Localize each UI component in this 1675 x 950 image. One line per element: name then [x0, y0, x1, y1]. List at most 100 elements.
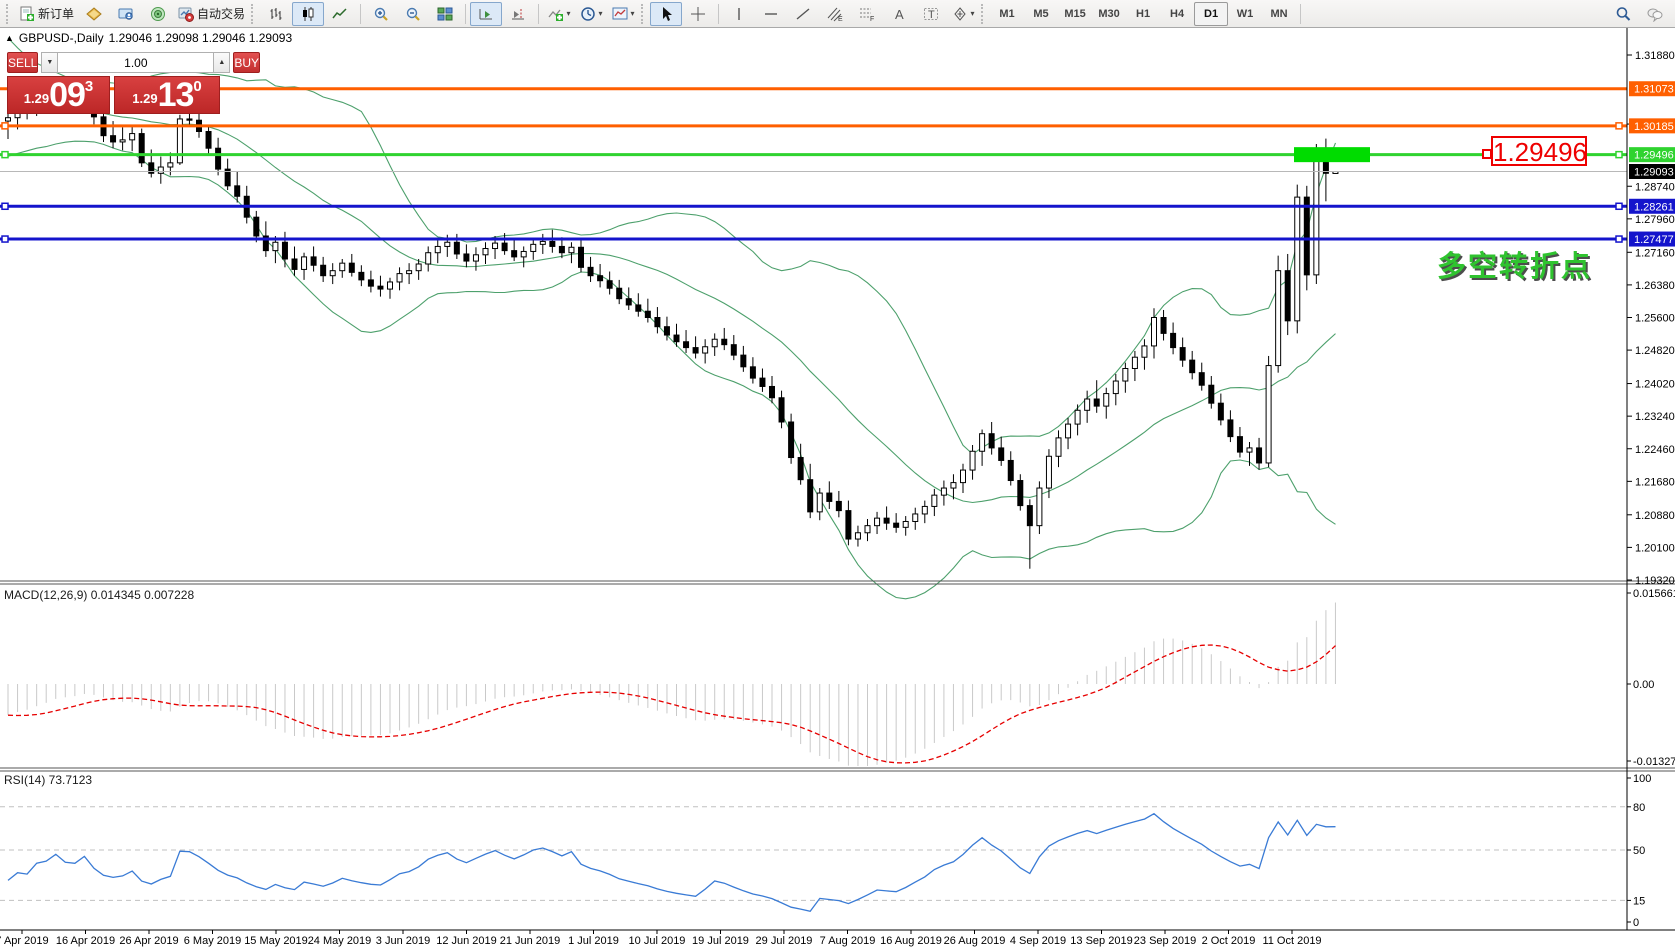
autoscroll-button[interactable] — [470, 1, 503, 26]
price-line-label — [1629, 147, 1675, 163]
horizontal-line-button[interactable] — [755, 2, 787, 26]
autotrading-button[interactable]: 自动交易 — [174, 2, 249, 26]
new-order-icon — [19, 6, 35, 22]
indicators-button[interactable]: ▾ — [543, 2, 575, 26]
buy-price-tile[interactable]: 1.29 13 0 — [114, 76, 220, 114]
volume-input[interactable] — [58, 52, 214, 73]
svg-text:1.27477: 1.27477 — [1634, 234, 1674, 246]
candle — [940, 487, 947, 496]
date-axis[interactable]: 7 Apr 2019 16 Apr 2019 26 Apr 2019 6 May 20… — [0, 930, 1322, 947]
candle — [215, 147, 222, 170]
horizontal-lines[interactable] — [0, 87, 1627, 243]
timeframe-m15-button[interactable]: M15 — [1064, 7, 1086, 20]
macd-pane[interactable] — [7, 602, 1336, 766]
timeframe-m5-button[interactable]: M5 — [1033, 7, 1049, 20]
trendline-button[interactable] — [787, 2, 819, 26]
line-chart-button[interactable] — [324, 2, 356, 26]
timeframe-mn-button[interactable]: MN — [1270, 7, 1288, 20]
price-label-anchor[interactable] — [1482, 149, 1492, 159]
toolbar-grip[interactable] — [641, 3, 648, 24]
community-button[interactable] — [1639, 2, 1671, 26]
line-handle[interactable] — [1, 122, 9, 130]
signals-button[interactable] — [142, 2, 174, 26]
zoom-in-button[interactable] — [365, 2, 397, 26]
line-handle[interactable] — [1, 202, 9, 211]
candle — [530, 243, 537, 252]
zoom-out-button[interactable] — [397, 2, 429, 26]
candle — [1160, 317, 1167, 334]
accounts-button[interactable] — [78, 2, 110, 26]
toolbar-grip[interactable] — [251, 3, 258, 24]
price-label-box[interactable]: 1.29496 — [1491, 136, 1587, 167]
candle — [1103, 393, 1110, 407]
line-handle[interactable] — [1615, 150, 1623, 159]
candle — [415, 263, 422, 272]
timeframe-m1-button[interactable]: M1 — [999, 7, 1015, 20]
svg-text:1.31073: 1.31073 — [1634, 84, 1674, 96]
search-button[interactable] — [1607, 2, 1639, 26]
text-button[interactable]: A — [883, 2, 915, 26]
candle — [1208, 384, 1215, 404]
toolbar-grip[interactable] — [6, 3, 13, 24]
candlestick-chart-button[interactable] — [292, 1, 325, 26]
candle — [883, 517, 890, 524]
timeframe-d1-button[interactable]: D1 — [1194, 1, 1229, 26]
candle — [740, 354, 747, 368]
horizontal-line-icon — [763, 6, 779, 22]
chart-annotation-text[interactable]: 多空转折点 — [1437, 251, 1593, 283]
text-label-button[interactable]: T — [915, 2, 947, 26]
candle — [176, 118, 183, 164]
periods-button[interactable]: ▾ — [575, 2, 607, 26]
timeframe-m30-button[interactable]: M30 — [1098, 7, 1120, 20]
candlesticks[interactable] — [5, 77, 1339, 569]
svg-text:1.29496: 1.29496 — [1634, 150, 1674, 162]
candle — [1246, 447, 1253, 453]
profile-button[interactable] — [110, 2, 142, 26]
buy-button[interactable]: BUY — [233, 52, 261, 73]
candle — [406, 270, 413, 275]
toolbar-grip[interactable] — [981, 3, 988, 24]
candle — [835, 500, 842, 512]
line-handle[interactable] — [1, 235, 9, 243]
candle — [998, 447, 1005, 461]
shapes-button[interactable]: ▾ — [947, 2, 979, 26]
timeframe-h4-button[interactable]: H4 — [1170, 7, 1185, 20]
sell-button[interactable]: SELL — [7, 52, 39, 73]
dropdown-arrow-icon: ▾ — [566, 9, 571, 18]
timeframe-h1-button[interactable]: H1 — [1136, 7, 1151, 20]
vertical-line-button[interactable] — [723, 2, 755, 26]
tile-windows-button[interactable] — [429, 2, 461, 26]
rsi-pane[interactable] — [0, 806, 1627, 913]
chart-shift-button[interactable] — [502, 2, 534, 26]
candle — [587, 266, 594, 277]
volume-decrease-button[interactable]: ▼ — [41, 52, 59, 73]
equidistant-channel-button[interactable]: E — [819, 2, 851, 26]
highlight-rect[interactable] — [1294, 147, 1370, 163]
candle — [769, 385, 775, 399]
line-handle[interactable] — [1615, 235, 1623, 243]
pane-borders — [0, 28, 1675, 931]
macd-axis[interactable]: 0.015661 0.00 -0.013276 — [1627, 588, 1675, 768]
candle — [711, 338, 718, 348]
bar-chart-button[interactable] — [260, 2, 292, 26]
profile-icon — [118, 6, 134, 22]
crosshair-button[interactable] — [682, 2, 714, 26]
price-axis[interactable]: 1.318801.302281.287401.279601.271601.263… — [1627, 50, 1675, 587]
candle — [167, 162, 174, 168]
new-order-button[interactable]: 新订单 — [15, 2, 78, 26]
volume-increase-button[interactable]: ▲ — [213, 52, 231, 73]
cursor-button[interactable] — [650, 1, 683, 26]
sell-price-tile[interactable]: 1.29 09 3 — [7, 76, 110, 114]
line-handle[interactable] — [1615, 122, 1623, 130]
candle — [845, 510, 852, 540]
macd-signal-line — [7, 644, 1336, 764]
line-handle[interactable] — [1, 150, 9, 159]
rsi-axis[interactable]: 100 80 50 15 0 — [1627, 773, 1651, 929]
timeframe-w1-button[interactable]: W1 — [1236, 7, 1254, 20]
fibonacci-button[interactable]: F — [851, 2, 883, 26]
one-click-panel-toggle[interactable]: ▲ — [5, 33, 14, 43]
date-label: 4 Sep 2019 — [1010, 935, 1066, 947]
line-handle[interactable] — [1615, 202, 1623, 211]
templates-button[interactable]: ▾ — [607, 2, 639, 26]
